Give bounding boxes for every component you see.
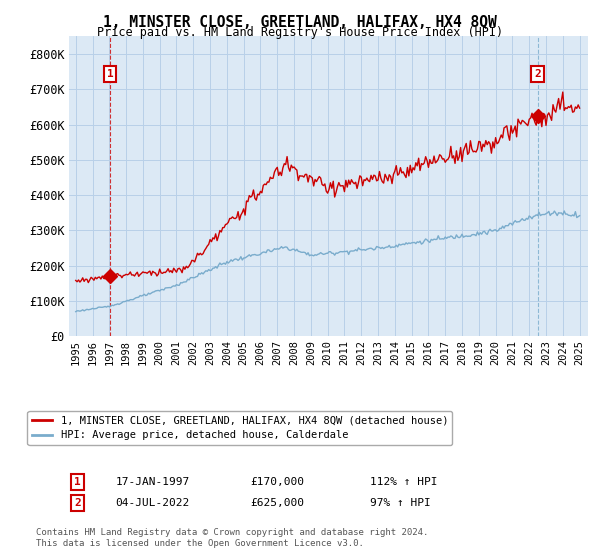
Text: 97% ↑ HPI: 97% ↑ HPI bbox=[370, 498, 431, 508]
Text: 112% ↑ HPI: 112% ↑ HPI bbox=[370, 477, 437, 487]
Text: £170,000: £170,000 bbox=[251, 477, 305, 487]
Text: 1: 1 bbox=[74, 477, 81, 487]
Text: £625,000: £625,000 bbox=[251, 498, 305, 508]
Text: 1, MINSTER CLOSE, GREETLAND, HALIFAX, HX4 8QW: 1, MINSTER CLOSE, GREETLAND, HALIFAX, HX… bbox=[103, 15, 497, 30]
Text: 1: 1 bbox=[107, 69, 113, 79]
Legend: 1, MINSTER CLOSE, GREETLAND, HALIFAX, HX4 8QW (detached house), HPI: Average pri: 1, MINSTER CLOSE, GREETLAND, HALIFAX, HX… bbox=[28, 411, 452, 445]
Text: 04-JUL-2022: 04-JUL-2022 bbox=[116, 498, 190, 508]
Text: Contains HM Land Registry data © Crown copyright and database right 2024.
This d: Contains HM Land Registry data © Crown c… bbox=[36, 528, 428, 548]
Text: 17-JAN-1997: 17-JAN-1997 bbox=[116, 477, 190, 487]
Text: 2: 2 bbox=[74, 498, 81, 508]
Text: 2: 2 bbox=[534, 69, 541, 79]
Text: Price paid vs. HM Land Registry's House Price Index (HPI): Price paid vs. HM Land Registry's House … bbox=[97, 26, 503, 39]
